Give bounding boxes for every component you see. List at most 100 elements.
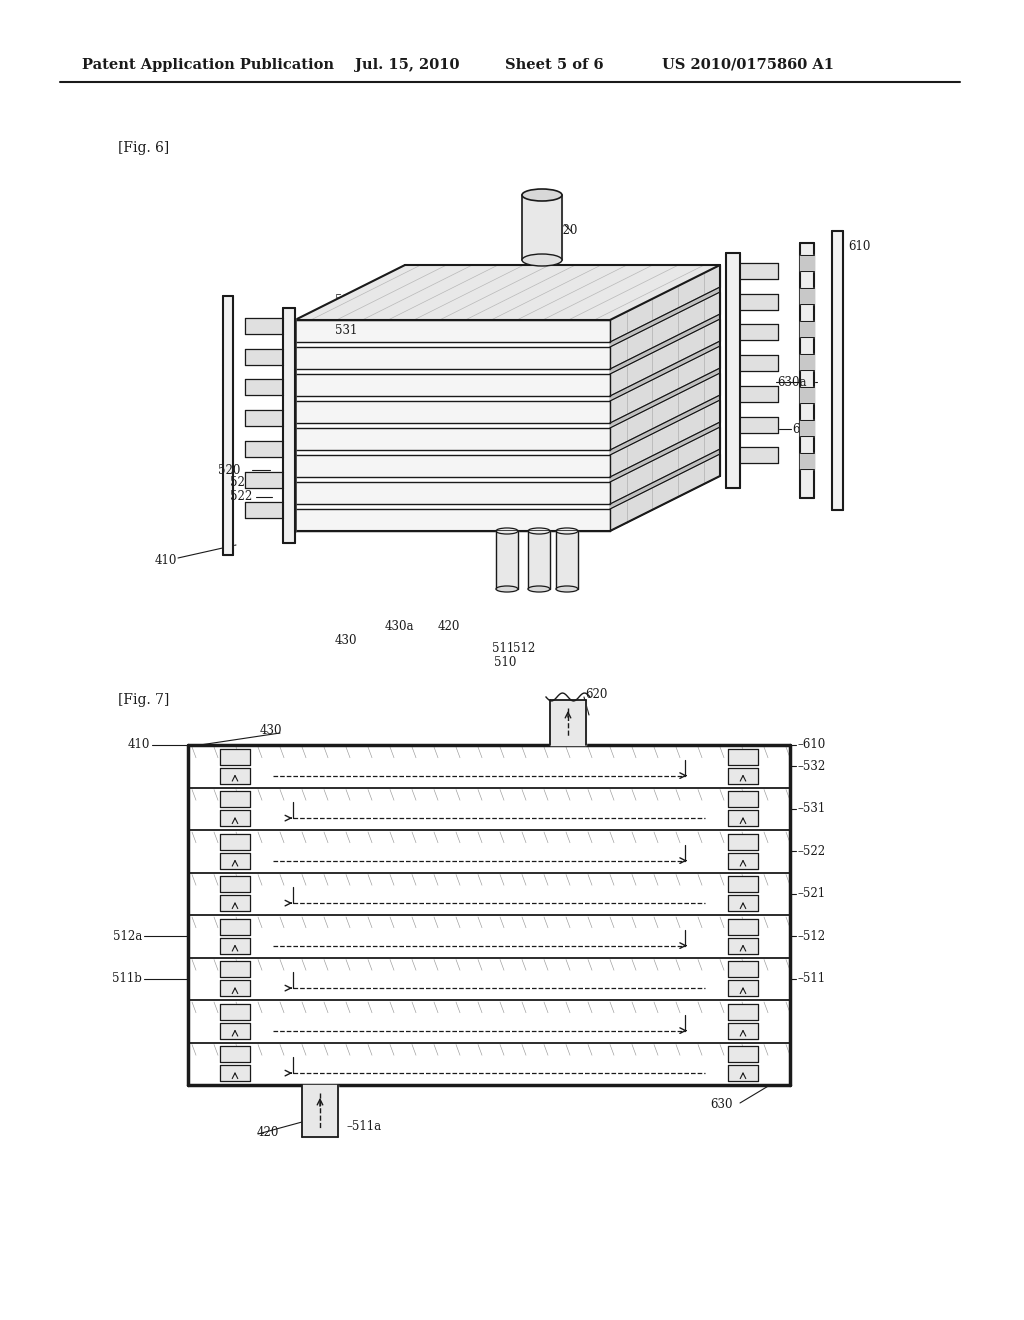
Polygon shape [610, 314, 720, 374]
Text: 430: 430 [260, 725, 283, 738]
Polygon shape [610, 341, 720, 401]
Text: 530: 530 [335, 293, 357, 306]
Polygon shape [528, 531, 550, 589]
Polygon shape [610, 286, 720, 347]
Polygon shape [740, 263, 778, 279]
Text: 532: 532 [347, 309, 370, 322]
Polygon shape [302, 1085, 338, 1137]
Polygon shape [800, 321, 814, 337]
Text: 420: 420 [438, 619, 461, 632]
Polygon shape [740, 294, 778, 310]
Polygon shape [295, 401, 610, 422]
Polygon shape [283, 308, 295, 543]
Text: –521: –521 [797, 887, 825, 900]
Polygon shape [740, 325, 778, 341]
Polygon shape [728, 1023, 758, 1039]
Polygon shape [245, 348, 283, 364]
Polygon shape [245, 441, 283, 457]
Text: 410: 410 [128, 738, 150, 751]
Polygon shape [610, 346, 720, 422]
Text: 620: 620 [555, 223, 578, 236]
Polygon shape [295, 428, 610, 450]
Polygon shape [610, 395, 720, 455]
Polygon shape [220, 853, 250, 869]
Polygon shape [740, 417, 778, 433]
Polygon shape [220, 895, 250, 911]
Polygon shape [800, 354, 814, 370]
Text: 410: 410 [155, 553, 177, 566]
Polygon shape [295, 510, 610, 531]
Polygon shape [800, 387, 814, 403]
Text: –522: –522 [797, 845, 825, 858]
Text: [Fig. 7]: [Fig. 7] [118, 693, 169, 708]
Polygon shape [610, 422, 720, 482]
Text: 522: 522 [230, 491, 252, 503]
Text: 430a: 430a [385, 619, 415, 632]
Polygon shape [522, 195, 562, 260]
Text: [Fig. 6]: [Fig. 6] [118, 141, 169, 154]
Polygon shape [610, 449, 720, 510]
Text: –531: –531 [797, 803, 825, 816]
Text: 531: 531 [335, 323, 357, 337]
Text: Jul. 15, 2010: Jul. 15, 2010 [355, 58, 460, 73]
Ellipse shape [556, 586, 578, 593]
Polygon shape [610, 400, 720, 477]
Polygon shape [220, 1023, 250, 1039]
Polygon shape [728, 834, 758, 850]
Polygon shape [220, 791, 250, 808]
Text: 511: 511 [492, 642, 514, 655]
Polygon shape [220, 876, 250, 892]
Polygon shape [728, 876, 758, 892]
Polygon shape [556, 531, 578, 589]
Polygon shape [728, 895, 758, 911]
Polygon shape [800, 420, 814, 436]
Polygon shape [728, 979, 758, 997]
Text: 630: 630 [792, 422, 814, 436]
Polygon shape [220, 767, 250, 784]
Text: –610: –610 [797, 738, 825, 751]
Ellipse shape [522, 253, 562, 267]
Polygon shape [740, 447, 778, 463]
Polygon shape [610, 374, 720, 450]
Text: –532: –532 [797, 760, 825, 772]
Polygon shape [220, 937, 250, 953]
Polygon shape [610, 368, 720, 428]
Polygon shape [610, 265, 720, 342]
Text: 510: 510 [494, 656, 516, 668]
Polygon shape [800, 243, 814, 498]
Polygon shape [220, 748, 250, 766]
Polygon shape [220, 919, 250, 935]
Polygon shape [728, 937, 758, 953]
Polygon shape [728, 1047, 758, 1063]
Polygon shape [740, 385, 778, 401]
Polygon shape [831, 231, 843, 510]
Text: US 2010/0175860 A1: US 2010/0175860 A1 [662, 58, 834, 73]
Text: 520: 520 [218, 463, 241, 477]
Polygon shape [728, 961, 758, 978]
Polygon shape [245, 379, 283, 396]
Polygon shape [728, 767, 758, 784]
Polygon shape [220, 834, 250, 850]
Polygon shape [610, 319, 720, 396]
Polygon shape [223, 296, 233, 554]
Polygon shape [220, 810, 250, 826]
Text: 430: 430 [335, 634, 357, 647]
Polygon shape [220, 1003, 250, 1020]
Ellipse shape [496, 586, 518, 593]
Polygon shape [245, 471, 283, 487]
Polygon shape [800, 288, 814, 304]
Polygon shape [295, 374, 610, 396]
Text: 511b: 511b [112, 973, 142, 985]
Text: 630: 630 [710, 1098, 732, 1111]
Polygon shape [295, 482, 610, 504]
Text: –511: –511 [797, 973, 825, 985]
Text: 522: 522 [230, 477, 252, 490]
Polygon shape [728, 1003, 758, 1020]
Polygon shape [220, 961, 250, 978]
Polygon shape [728, 853, 758, 869]
Text: 512a: 512a [113, 929, 142, 942]
Polygon shape [740, 355, 778, 371]
Polygon shape [220, 1065, 250, 1081]
Text: 420: 420 [257, 1126, 280, 1138]
Polygon shape [496, 531, 518, 589]
